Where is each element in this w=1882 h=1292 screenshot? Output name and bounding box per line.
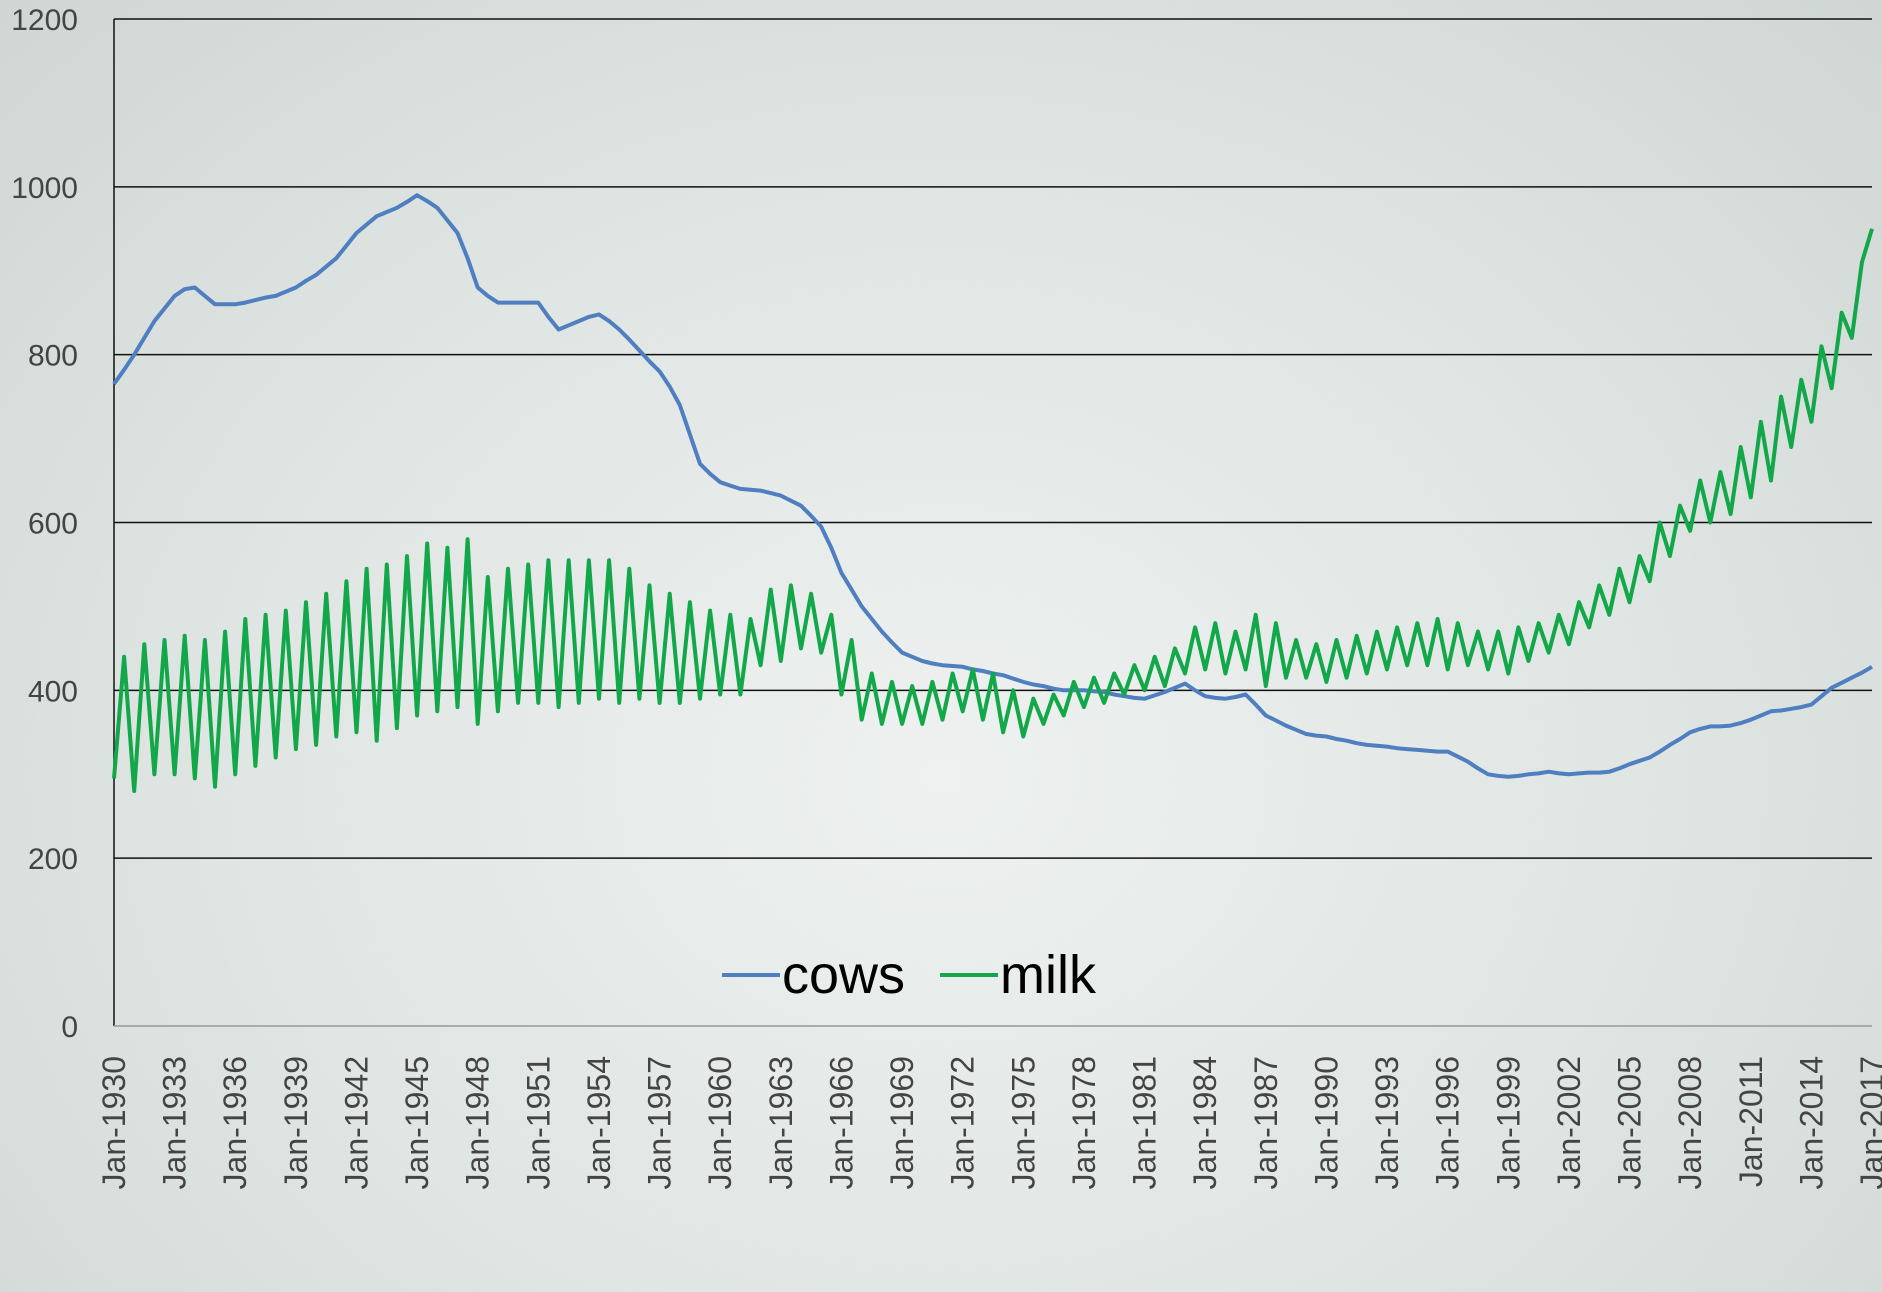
x-tick-label: Jan-1951 (520, 1056, 556, 1189)
x-tick-label: Jan-1987 (1248, 1056, 1284, 1189)
x-tick-label: Jan-2005 (1612, 1056, 1648, 1189)
chart: 0 200 400 600 800 1000 1200 Jan-1930 Jan-1933 Jan… (0, 0, 1882, 1292)
x-tick-label: Jan-1984 (1187, 1056, 1223, 1189)
x-tick-label: Jan-1939 (278, 1056, 314, 1189)
legend-label: cows (782, 945, 905, 1005)
x-tick-label: Jan-1969 (884, 1056, 920, 1189)
x-tick-label: Jan-2011 (1733, 1056, 1769, 1187)
legend-label: milk (1000, 945, 1097, 1005)
x-tick-label: Jan-1963 (763, 1056, 799, 1189)
x-tick-label: Jan-1996 (1430, 1056, 1466, 1189)
x-tick-label: Jan-1930 (96, 1056, 132, 1189)
x-tick-label: Jan-1948 (460, 1056, 496, 1189)
x-tick-label: Jan-2017 (1854, 1056, 1882, 1189)
x-tick-label: Jan-1993 (1369, 1056, 1405, 1189)
x-tick-label: Jan-1945 (399, 1056, 435, 1189)
page: 0 200 400 600 800 1000 1200 Jan-1930 Jan-1933 Jan… (0, 0, 1882, 1292)
x-tick-label: Jan-1999 (1490, 1056, 1526, 1189)
x-tick-label: Jan-1990 (1308, 1056, 1344, 1189)
x-tick-label: Jan-1972 (945, 1056, 981, 1189)
y-tick-label: 200 (28, 843, 78, 876)
x-tick-label: Jan-1954 (581, 1056, 617, 1189)
series-line (114, 229, 1872, 791)
x-tick-label: Jan-1981 (1127, 1056, 1163, 1189)
x-tick-label: Jan-2014 (1793, 1056, 1829, 1189)
y-tick-label: 0 (61, 1011, 78, 1044)
x-tick-label: Jan-1975 (1005, 1056, 1041, 1189)
y-tick-label: 600 (28, 508, 78, 541)
x-tick-label: Jan-1966 (823, 1056, 859, 1189)
legend: cows milk (722, 945, 1097, 1005)
y-tick-label: 400 (28, 675, 78, 708)
y-tick-label: 1200 (11, 4, 78, 37)
y-tick-label: 1000 (11, 172, 78, 205)
x-tick-label: Jan-1933 (157, 1056, 193, 1189)
x-tick-label: Jan-1942 (338, 1056, 374, 1189)
x-tick-label: Jan-1957 (642, 1056, 678, 1189)
x-tick-label: Jan-2002 (1551, 1056, 1587, 1189)
y-tick-label: 800 (28, 340, 78, 373)
x-tick-label: Jan-1978 (1066, 1056, 1102, 1189)
x-tick-label: Jan-1960 (702, 1056, 738, 1189)
x-tick-label: Jan-2008 (1672, 1056, 1708, 1189)
x-tick-label: Jan-1936 (217, 1056, 253, 1189)
